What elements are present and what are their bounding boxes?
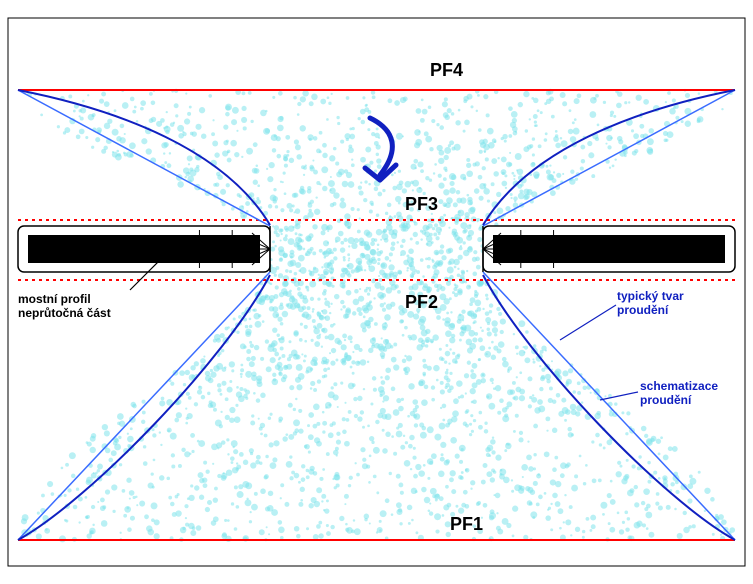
annotation-typicky-tvar: proudění	[617, 303, 669, 317]
annotation-schematizace: schematizace	[640, 379, 718, 393]
annotation-schematizace: proudění	[640, 393, 692, 407]
annotation-mostni-profil: mostní profil	[18, 292, 91, 306]
profile-label-pf3: PF3	[405, 194, 438, 214]
bridge-right	[483, 226, 735, 272]
profile-label-pf1: PF1	[450, 514, 483, 534]
diagram-canvas: PF4 PF3 PF2 PF1 mostní profilneprůtočná část…	[0, 0, 753, 584]
profile-label-pf4: PF4	[430, 60, 463, 80]
bridge-left	[18, 226, 270, 272]
annotation-typicky-tvar: typický tvar	[617, 289, 684, 303]
annotation-mostni-profil: neprůtočná část	[18, 306, 111, 320]
profile-label-pf2: PF2	[405, 292, 438, 312]
